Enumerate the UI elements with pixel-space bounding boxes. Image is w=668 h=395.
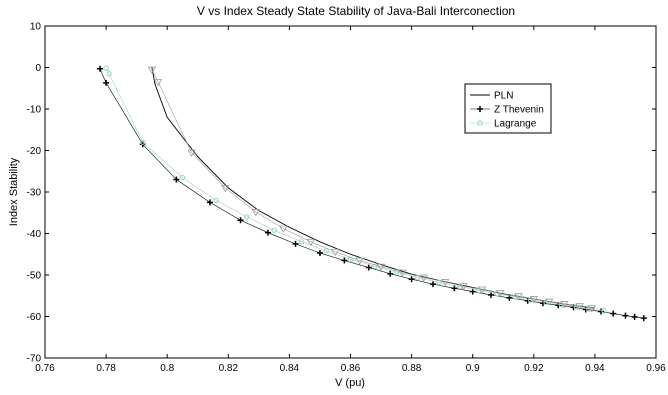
legend-item: PLN [470, 91, 513, 102]
series-point [459, 283, 468, 291]
series-point [106, 71, 112, 77]
series-point [575, 303, 584, 311]
series-point [298, 239, 305, 245]
legend-item: Lagrange [470, 119, 537, 130]
series-point [187, 149, 196, 157]
x-tick-label: 0.96 [646, 363, 666, 374]
series [96, 65, 647, 322]
y-tick-label: -40 [27, 229, 42, 240]
series-point [398, 269, 407, 277]
x-tick-label: 0.76 [35, 363, 55, 374]
series-point [103, 65, 109, 72]
y-tick-label: -50 [27, 271, 42, 282]
series-point [495, 289, 505, 298]
legend: PLN Z Thevenin Lagrange [464, 83, 552, 134]
series-z-thevenin [96, 65, 647, 322]
x-tick-label: 0.9 [466, 363, 480, 374]
series-point [279, 225, 288, 233]
series-point [323, 248, 329, 254]
y-tick-labels: -70 -60 -50 -40 -30 -20 -10 0 10 [27, 22, 42, 365]
series-point [140, 139, 146, 145]
series-point [419, 274, 429, 282]
x-tick-label: 0.86 [341, 363, 361, 374]
series-point [179, 174, 186, 181]
series-point [587, 305, 597, 313]
series-point [153, 79, 163, 87]
axis-ticks [44, 25, 657, 359]
series-point [560, 301, 569, 309]
x-tick-label: 0.8 [160, 363, 174, 374]
y-tick-label: -70 [27, 354, 42, 365]
series-line [99, 68, 644, 319]
x-tick-label: 0.94 [585, 363, 605, 374]
series-point [355, 257, 364, 265]
series-point [271, 227, 277, 233]
y-tick-label: 0 [35, 63, 41, 74]
series-point [393, 269, 400, 275]
series-point [514, 293, 523, 301]
series-point [243, 214, 250, 220]
legend-label: Z Thevenin [494, 105, 544, 116]
series-point [601, 307, 607, 314]
series-point [213, 197, 219, 204]
series-point [441, 279, 450, 287]
series-point [251, 209, 260, 217]
legend-label: PLN [494, 91, 513, 102]
series-point [331, 248, 340, 257]
series-point [477, 286, 487, 294]
series-point [477, 120, 483, 126]
series-line [151, 69, 592, 309]
y-axis-label: Index Stability [8, 157, 20, 226]
series-point [415, 274, 421, 281]
x-tick-label: 0.78 [96, 363, 116, 374]
y-tick-label: 10 [30, 22, 42, 33]
series-point [372, 263, 378, 269]
x-tick-label: 0.92 [524, 363, 544, 374]
x-tick-label: 0.88 [402, 363, 422, 374]
x-tick-label: 0.82 [219, 363, 239, 374]
series-point [436, 279, 442, 286]
series-point [376, 263, 386, 271]
y-tick-label: -30 [27, 188, 42, 199]
legend-label: Lagrange [494, 119, 537, 130]
series-point [221, 184, 230, 193]
series-point [306, 238, 315, 247]
series-point [147, 66, 157, 74]
legend-item: Z Thevenin [470, 105, 544, 116]
x-axis-label: V (pu) [335, 377, 365, 389]
series-triangle-down [147, 66, 597, 313]
chart-title: V vs Index Steady State Stability of Jav… [197, 4, 515, 18]
y-tick-label: -20 [27, 146, 42, 157]
series-point [529, 296, 538, 304]
y-tick-label: -60 [27, 312, 42, 323]
series-point [544, 298, 554, 306]
x-tick-label: 0.84 [280, 363, 300, 374]
y-tick-label: -10 [27, 105, 42, 116]
x-tick-labels: 0.76 0.78 0.8 0.82 0.84 0.86 0.88 0.9 0.92 0.94 0.… [35, 363, 666, 374]
series-lagrange [103, 65, 607, 314]
legend-items: PLN Z Thevenin Lagrange [470, 91, 544, 130]
